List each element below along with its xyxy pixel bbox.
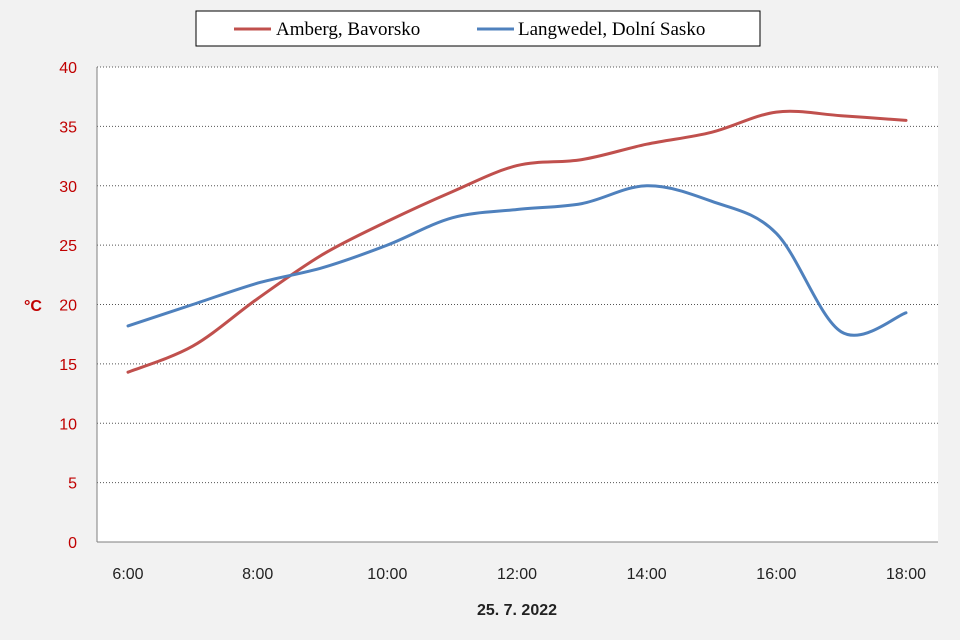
legend: Amberg, Bavorsko Langwedel, Dolní Sasko	[195, 10, 761, 47]
series-lines	[126, 109, 908, 374]
y-tick-label: 15	[59, 357, 77, 374]
x-tick-label: 18:00	[886, 566, 926, 583]
y-tick-label: 40	[59, 60, 77, 77]
x-tick-label: 16:00	[756, 566, 796, 583]
legend-label-langwedel: Langwedel, Dolní Sasko	[518, 19, 705, 40]
y-axis-label: °C	[24, 298, 42, 315]
x-tick-label: 14:00	[627, 566, 667, 583]
y-tick-labels: 0 5 10 15 20 25 30 35 40	[59, 60, 77, 552]
legend-label-amberg: Amberg, Bavorsko	[276, 19, 420, 40]
y-tick-label: 0	[68, 535, 77, 552]
x-tick-label: 6:00	[112, 566, 143, 583]
x-tick-label: 10:00	[367, 566, 407, 583]
axes	[96, 67, 938, 543]
series-line-1	[126, 184, 908, 337]
y-tick-label: 20	[59, 298, 77, 315]
y-tick-label: 10	[59, 416, 77, 433]
gridlines	[97, 66, 938, 484]
x-tick-label: 12:00	[497, 566, 537, 583]
x-axis-label: 25. 7. 2022	[477, 602, 557, 619]
x-tick-label: 8:00	[242, 566, 273, 583]
y-tick-label: 5	[68, 476, 77, 493]
y-tick-label: 35	[59, 119, 77, 136]
y-tick-label: 25	[59, 238, 77, 255]
y-tick-label: 30	[59, 179, 77, 196]
series-line-0	[126, 109, 908, 374]
x-tick-labels: 6:00 8:00 10:00 12:00 14:00 16:00 18:00	[112, 566, 926, 583]
